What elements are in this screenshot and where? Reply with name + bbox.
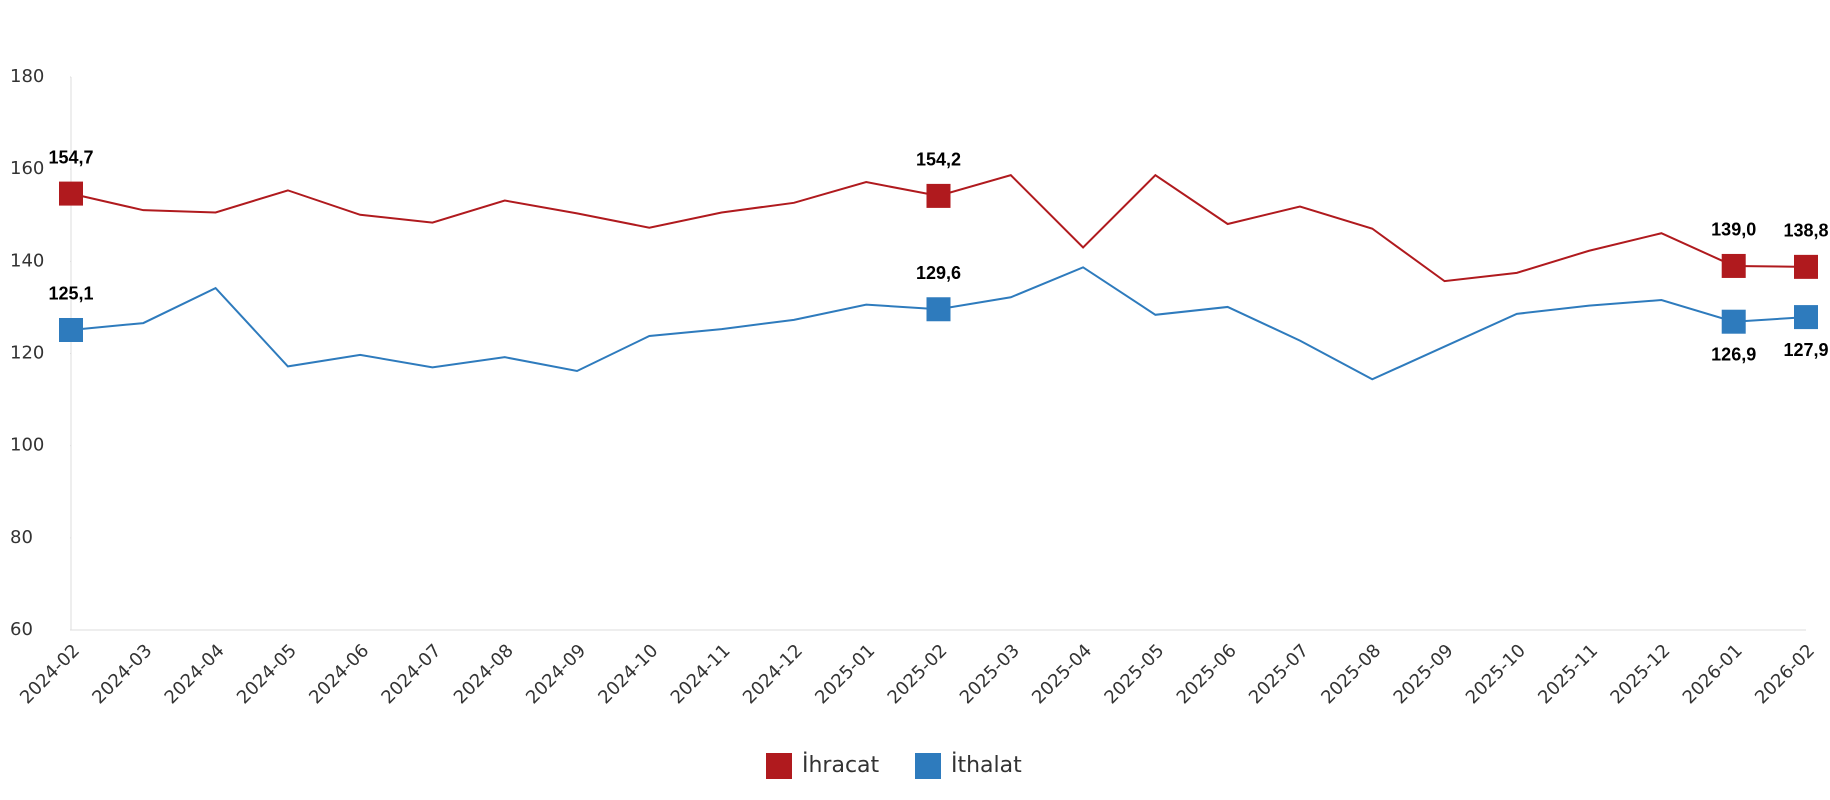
point-marker — [59, 317, 83, 342]
point-marker — [926, 183, 951, 208]
value-label: 129,6 — [916, 263, 961, 283]
x-tick-label: 2024-02 — [16, 640, 84, 708]
point-marker — [1794, 254, 1818, 279]
x-tick-label: 2026-02 — [1751, 640, 1819, 708]
x-tick-label: 2025-09 — [1390, 640, 1458, 708]
value-label: 154,2 — [916, 150, 961, 170]
x-tick-label: 2025-07 — [1245, 640, 1313, 708]
y-tick-label: 180 — [10, 66, 44, 87]
y-tick-label: 120 — [10, 343, 44, 364]
x-tick-label: 2025-05 — [1100, 640, 1168, 708]
x-tick-label: 2025-02 — [884, 640, 952, 708]
x-tick-label: 2026-01 — [1679, 640, 1747, 708]
legend-swatch — [766, 753, 792, 779]
x-tick-label: 2025-12 — [1606, 640, 1674, 708]
x-tick-label: 2024-11 — [667, 640, 735, 708]
point-marker — [59, 181, 83, 206]
x-tick-label: 2024-04 — [161, 640, 229, 708]
x-tick-label: 2024-05 — [233, 640, 301, 708]
legend-label: İhracat — [802, 752, 880, 778]
value-label: 127,9 — [1783, 340, 1828, 360]
x-tick-label: 2025-01 — [811, 640, 879, 708]
series-line — [70, 266, 1807, 381]
value-label: 154,7 — [48, 147, 93, 167]
x-tick-label: 2025-11 — [1534, 640, 1602, 708]
x-tick-label: 2025-06 — [1173, 640, 1241, 708]
x-tick-label: 2025-03 — [956, 640, 1024, 708]
x-tick-label: 2024-06 — [305, 640, 373, 708]
x-tick-label: 2025-10 — [1462, 640, 1530, 708]
x-tick-label: 2024-12 — [739, 640, 807, 708]
value-label: 138,8 — [1783, 221, 1828, 241]
value-label: 126,9 — [1711, 344, 1756, 364]
value-label: 139,0 — [1711, 220, 1756, 240]
y-tick-label: 140 — [10, 250, 44, 271]
point-marker — [1721, 309, 1746, 334]
x-tick-label: 2024-10 — [594, 640, 662, 708]
point-marker — [1721, 253, 1746, 278]
x-tick-label: 2024-09 — [522, 640, 590, 708]
legend-swatch — [915, 753, 941, 779]
y-tick-label: 100 — [10, 435, 44, 456]
point-marker — [926, 297, 951, 322]
x-tick-label: 2025-08 — [1317, 640, 1385, 708]
y-tick-label: 60 — [10, 619, 33, 640]
x-tick-label: 2024-08 — [450, 640, 518, 708]
x-tick-label: 2025-04 — [1028, 640, 1096, 708]
x-tick-label: 2024-07 — [377, 640, 445, 708]
y-tick-label: 160 — [10, 158, 44, 179]
x-tick-label: 2024-03 — [88, 640, 156, 708]
value-label: 125,1 — [48, 284, 93, 304]
point-marker — [1794, 305, 1818, 330]
y-tick-label: 80 — [10, 527, 33, 548]
legend-label: İthalat — [951, 752, 1022, 778]
